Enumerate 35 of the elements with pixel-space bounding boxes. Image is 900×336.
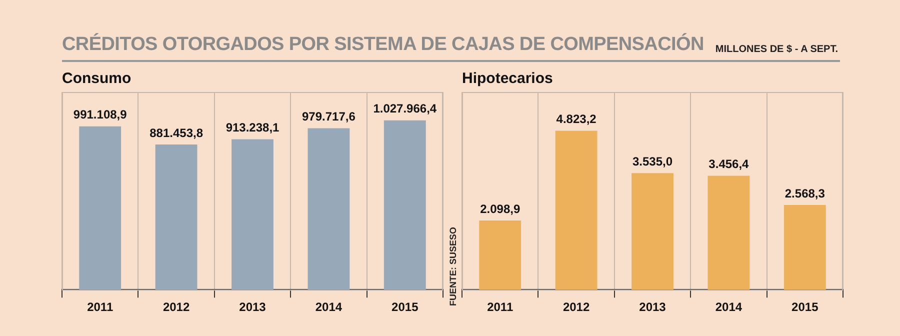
- bar: [632, 173, 674, 290]
- bar: [784, 205, 826, 290]
- bar: [232, 139, 274, 290]
- data-label: 979.717,6: [302, 110, 356, 124]
- chart-title: Consumo: [62, 70, 132, 87]
- data-label: 2.568,3: [784, 186, 826, 200]
- data-label: 1.027.966,4: [373, 102, 437, 116]
- bar: [79, 126, 122, 290]
- data-label: 4.823,2: [556, 112, 597, 126]
- data-label: 913.238,1: [226, 120, 280, 135]
- x-tick-label: 2011: [87, 300, 114, 314]
- text: CRÉDITOS OTORGADOS POR SISTEMA DE CAJAS DE COMPENSACIÓN: [62, 34, 704, 56]
- x-tick-label: 2012: [162, 300, 190, 314]
- bar: [479, 220, 522, 290]
- data-label: 3.535,0: [632, 154, 673, 168]
- bar: [384, 120, 426, 290]
- bar: [308, 128, 350, 290]
- data-label: 2.098,9: [480, 202, 520, 216]
- data-label: 3.456,4: [708, 157, 750, 172]
- x-tick-label: 2014: [715, 300, 742, 314]
- source-note: FUENTE: SUSESO: [448, 226, 458, 306]
- x-tick-label: 2015: [392, 300, 419, 314]
- bar: [708, 176, 750, 290]
- bar: [155, 144, 198, 290]
- x-tick-label: 2014: [315, 300, 342, 314]
- data-label: 881.453,8: [150, 126, 204, 140]
- x-tick-label: 2012: [562, 300, 590, 314]
- text: MILLONES DE $ - A SEPT.: [715, 44, 838, 55]
- x-tick-label: 2011: [487, 300, 514, 314]
- x-tick-label: 2015: [792, 300, 819, 314]
- bar: [555, 130, 598, 290]
- x-tick-label: 2013: [639, 300, 666, 314]
- data-label: 991.108,9: [73, 108, 128, 122]
- chart-title: Hipotecarios: [462, 70, 553, 87]
- x-tick-label: 2013: [239, 300, 266, 314]
